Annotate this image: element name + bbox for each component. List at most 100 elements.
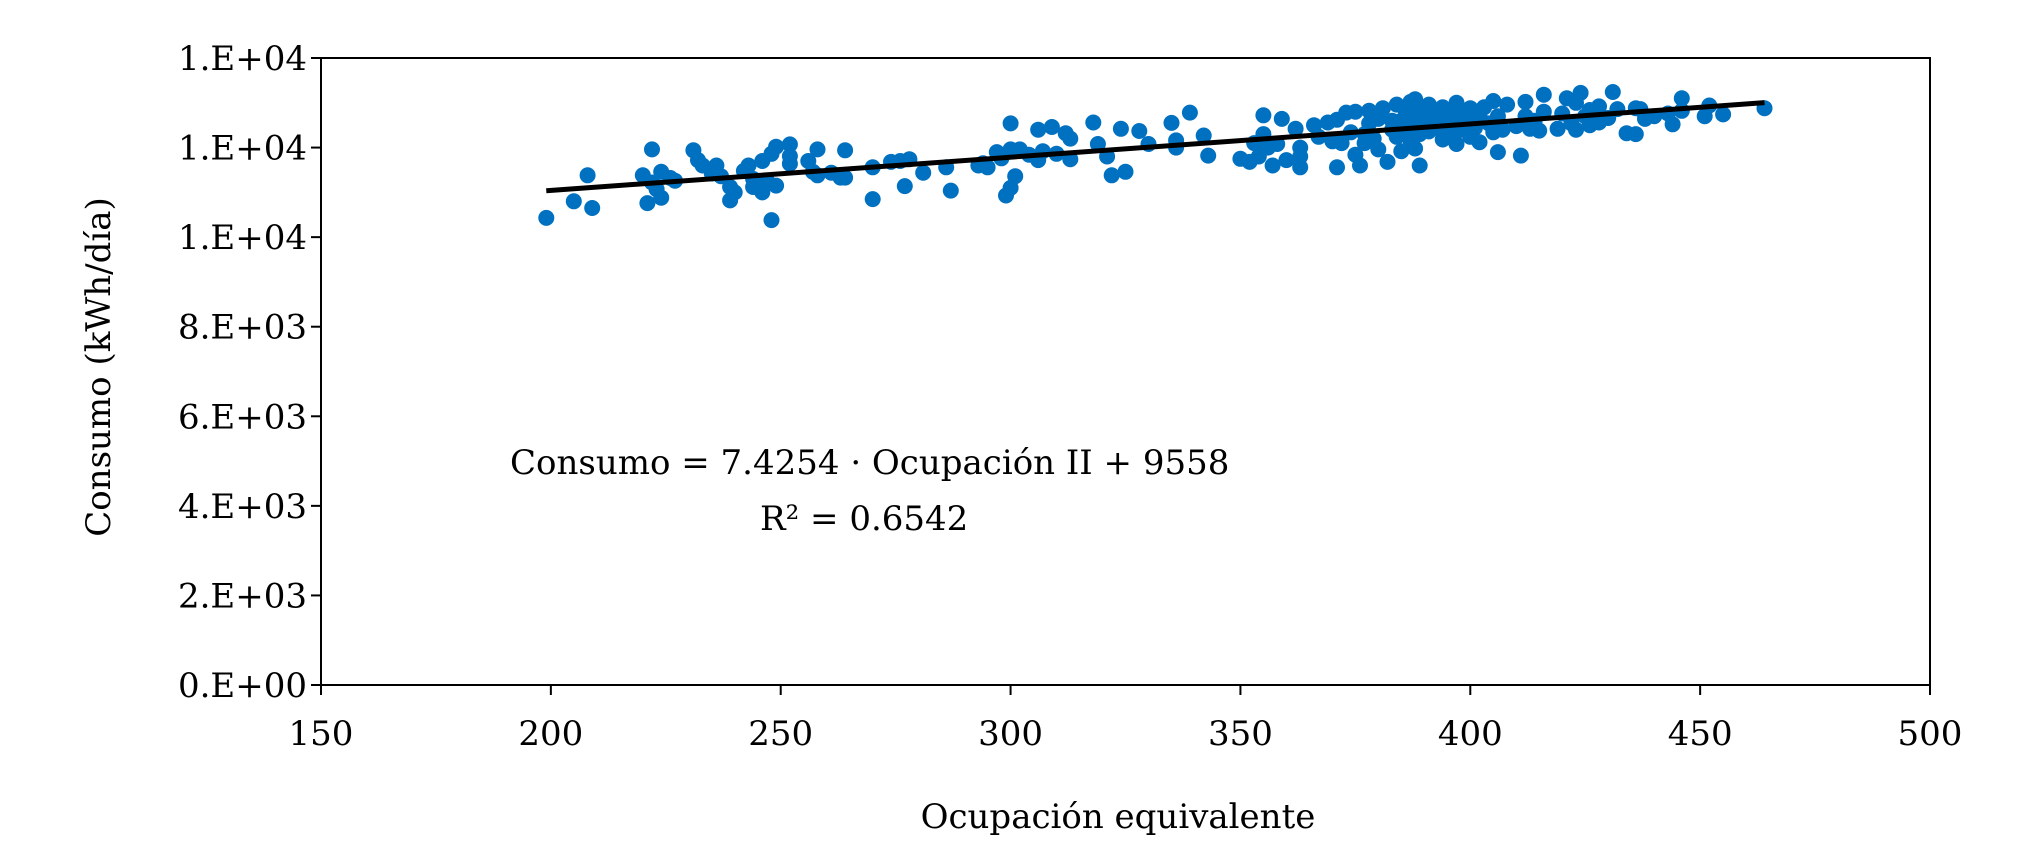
x-tick-label: 200 xyxy=(518,714,583,754)
trendline-group xyxy=(546,100,1765,194)
data-point xyxy=(1517,93,1534,110)
data-point xyxy=(579,167,596,184)
data-point xyxy=(1352,157,1368,174)
y-tick-label: 4.E+03 xyxy=(178,487,307,527)
data-point xyxy=(763,212,780,229)
data-point xyxy=(639,195,656,212)
data-point xyxy=(1471,134,1488,151)
data-points xyxy=(538,84,1773,229)
data-point xyxy=(1181,104,1198,121)
data-point xyxy=(1604,84,1621,100)
data-point xyxy=(837,142,854,159)
data-point xyxy=(1627,126,1644,143)
data-point xyxy=(1370,141,1387,158)
data-point xyxy=(1200,147,1217,164)
data-point xyxy=(1494,121,1511,138)
data-point xyxy=(781,155,798,172)
data-point xyxy=(1264,157,1281,174)
data-point xyxy=(1112,120,1129,137)
data-point xyxy=(837,169,854,186)
data-point xyxy=(1549,120,1566,137)
data-point xyxy=(1117,163,1134,180)
data-point xyxy=(1531,122,1548,139)
x-tick-label: 350 xyxy=(1208,714,1273,754)
data-point xyxy=(1499,96,1516,113)
data-point xyxy=(644,141,660,158)
y-axis-ticks: 0.E+00 2.E+03 4.E+03 6.E+03 8.E+03 1.E+04 1.E+… xyxy=(178,39,321,706)
y-tick-label: 6.E+03 xyxy=(178,397,307,437)
data-point xyxy=(1089,136,1106,152)
data-point xyxy=(1333,135,1350,152)
data-point xyxy=(1407,91,1424,108)
y-tick-label: 1.E+04 xyxy=(178,218,307,258)
data-point xyxy=(740,157,757,174)
data-point xyxy=(1287,120,1304,137)
data-point xyxy=(1273,110,1290,127)
y-axis-title: Consumo (kWh/día) xyxy=(79,197,119,537)
data-point xyxy=(653,189,670,206)
trendline xyxy=(546,100,1765,194)
data-point xyxy=(1535,103,1552,120)
data-point xyxy=(1715,106,1732,123)
x-tick-label: 250 xyxy=(748,714,813,754)
data-point xyxy=(1292,159,1309,176)
data-point xyxy=(864,191,881,208)
data-point xyxy=(1131,123,1148,139)
data-point xyxy=(1002,115,1019,132)
data-point xyxy=(1407,140,1424,157)
data-point xyxy=(1485,93,1502,109)
data-point xyxy=(1512,147,1529,164)
data-point xyxy=(1572,84,1589,101)
data-point xyxy=(1347,103,1364,120)
data-point xyxy=(584,200,601,216)
data-point xyxy=(781,136,798,153)
y-tick-label: 8.E+03 xyxy=(178,308,307,348)
y-tick-label: 2.E+03 xyxy=(178,576,307,616)
data-point xyxy=(942,182,959,199)
data-point xyxy=(1043,119,1060,135)
data-point xyxy=(896,178,913,195)
data-point xyxy=(726,184,743,201)
x-tick-label: 450 xyxy=(1668,714,1733,754)
data-point xyxy=(1591,98,1607,115)
data-point xyxy=(768,177,785,194)
y-tick-label: 1.E+04 xyxy=(178,129,307,169)
x-tick-label: 400 xyxy=(1438,714,1503,754)
data-point xyxy=(1374,100,1391,117)
x-axis-title: Ocupación equivalente xyxy=(921,797,1316,837)
data-point xyxy=(1007,168,1024,185)
x-tick-label: 500 xyxy=(1898,714,1963,754)
data-point xyxy=(1085,114,1102,131)
x-axis-ticks: 150 200 250 300 350 400 450 500 xyxy=(289,685,1963,754)
data-point xyxy=(1535,86,1552,103)
data-point xyxy=(1329,159,1345,176)
x-tick-label: 150 xyxy=(289,714,354,754)
data-point xyxy=(809,141,826,158)
data-point xyxy=(1393,143,1410,160)
data-point xyxy=(1278,152,1295,169)
data-point xyxy=(1103,167,1120,184)
data-point xyxy=(1255,107,1272,124)
trendline-equation: Consumo = 7.4254 · Ocupación II + 9558 xyxy=(510,443,1229,483)
data-point xyxy=(538,209,555,226)
data-point xyxy=(1489,144,1506,161)
data-point xyxy=(1163,114,1180,131)
data-point xyxy=(1062,130,1079,147)
data-point xyxy=(1448,136,1465,152)
data-point xyxy=(1411,157,1428,174)
data-point xyxy=(768,138,785,155)
data-point xyxy=(979,159,996,176)
data-point xyxy=(915,164,932,181)
r-squared-label: R² = 0.6542 xyxy=(760,499,968,539)
plot-area-frame xyxy=(320,57,1931,686)
data-point xyxy=(1030,121,1047,138)
data-point xyxy=(1379,153,1396,170)
data-point xyxy=(1568,121,1584,138)
y-tick-label: 0.E+00 xyxy=(178,666,307,706)
data-point xyxy=(1195,127,1212,144)
data-point xyxy=(565,193,582,210)
data-point xyxy=(1673,90,1690,107)
y-tick-label: 1.E+04 xyxy=(178,39,307,79)
